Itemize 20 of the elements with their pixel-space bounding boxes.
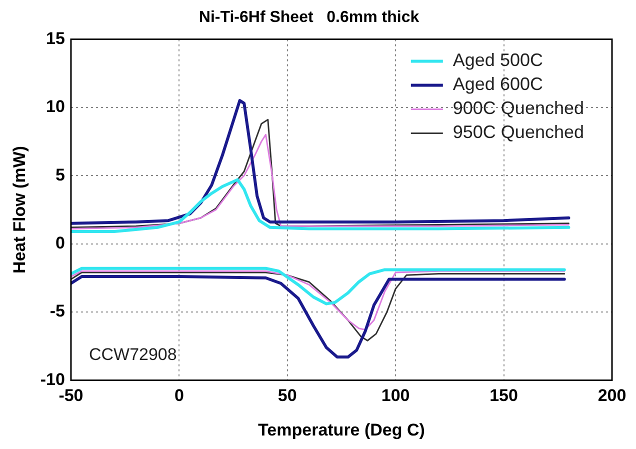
y-tick-label: -10 [40,370,65,389]
x-tick-label: 150 [490,386,518,406]
legend-label: 900C Quenched [452,98,584,118]
y-tick-label: 10 [46,97,65,116]
x-tick-label: -50 [58,386,84,406]
legend-label: Aged 500C [452,50,543,70]
y-tick-label: 15 [46,28,65,48]
y-tick-label: 0 [56,233,65,252]
x-tick-label: 100 [381,386,410,406]
x-axis-title: Temperature (Deg C) [258,420,425,440]
annotation: CCW72908 [88,345,177,364]
y-tick-label: -5 [50,302,65,321]
x-tick-label: 200 [598,386,626,406]
x-tick-label: 50 [278,386,297,406]
legend-label: Aged 600C [452,74,543,94]
y-axis-title: Heat Flow (mW) [10,146,29,274]
y-tick-label: 5 [56,165,65,184]
x-tick-label: 0 [174,386,184,406]
chart-title: Ni-Ti-6Hf Sheet 0.6mm thick [198,9,420,26]
legend-label: 950C Quenched [452,122,584,142]
